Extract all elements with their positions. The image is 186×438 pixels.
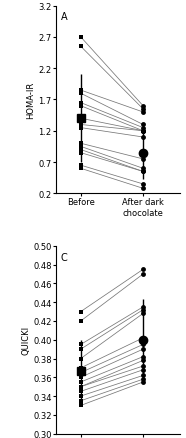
Point xyxy=(142,134,145,141)
Point xyxy=(79,34,82,41)
Point xyxy=(79,144,82,151)
Point xyxy=(142,122,145,129)
Point xyxy=(79,150,82,157)
Point xyxy=(79,162,82,169)
Point xyxy=(142,341,145,348)
Point xyxy=(79,341,82,348)
Point xyxy=(79,364,82,371)
Point xyxy=(142,376,145,383)
Point xyxy=(79,122,82,129)
Point xyxy=(142,346,145,353)
Point xyxy=(79,374,82,381)
Point xyxy=(142,271,145,278)
Point xyxy=(79,100,82,107)
Point xyxy=(142,103,145,110)
Point xyxy=(142,363,145,370)
Point xyxy=(79,383,82,390)
Point xyxy=(79,116,82,123)
Point xyxy=(79,383,82,390)
Point xyxy=(79,91,82,98)
Point xyxy=(142,181,145,188)
Point xyxy=(142,125,145,132)
Point xyxy=(79,147,82,154)
Point xyxy=(142,156,145,163)
Text: C: C xyxy=(61,252,68,262)
Point xyxy=(142,169,145,176)
Point xyxy=(79,392,82,399)
Text: A: A xyxy=(61,12,67,22)
Point xyxy=(79,318,82,325)
Point xyxy=(142,128,145,135)
Point xyxy=(142,353,145,360)
Point xyxy=(142,185,145,192)
Point xyxy=(142,357,145,364)
Point xyxy=(142,128,145,135)
Point xyxy=(142,304,145,311)
Y-axis label: HOMA-IR: HOMA-IR xyxy=(27,81,36,119)
Point xyxy=(142,266,145,273)
Point xyxy=(79,308,82,315)
Point xyxy=(79,378,82,385)
Point xyxy=(142,372,145,379)
Point xyxy=(79,103,82,110)
Point xyxy=(79,388,82,395)
Point xyxy=(142,307,145,314)
Point xyxy=(79,397,82,404)
Point xyxy=(79,346,82,353)
Point xyxy=(79,402,82,409)
Point xyxy=(79,87,82,94)
Point xyxy=(142,367,145,374)
Y-axis label: QUICKI: QUICKI xyxy=(21,325,30,354)
Point xyxy=(79,125,82,132)
Point xyxy=(142,109,145,116)
Point xyxy=(142,169,145,176)
Point xyxy=(79,355,82,362)
Point xyxy=(79,166,82,173)
Point xyxy=(79,141,82,148)
Point xyxy=(142,166,145,173)
Point xyxy=(142,106,145,113)
Point xyxy=(79,44,82,51)
Point xyxy=(142,378,145,385)
Point xyxy=(142,310,145,317)
Point xyxy=(142,335,145,342)
Point xyxy=(79,369,82,376)
Point xyxy=(142,128,145,135)
